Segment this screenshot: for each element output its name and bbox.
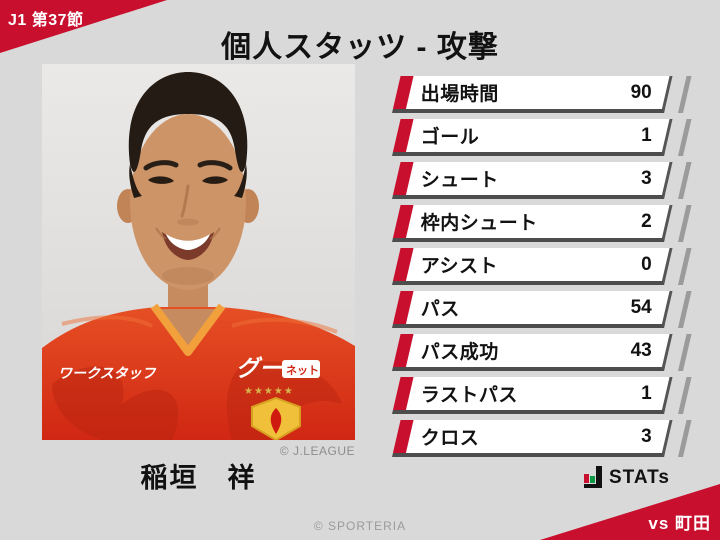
stat-bar: ゴール 1 (392, 119, 673, 156)
jersey-stars: ★★★★★ (244, 386, 294, 397)
stat-bar: 出場時間 90 (392, 76, 673, 113)
stat-bar: パス 54 (392, 291, 673, 328)
jersey-sponsor-right-sub: ネット (286, 364, 319, 377)
stats-list: 出場時間 90 ゴール 1 シュート 3 枠内 (392, 76, 692, 457)
stat-label: ラストパス (420, 385, 518, 406)
stat-slash-mark (678, 205, 692, 242)
player-photo: ワークスタッフ グー ネット ★★★★★ (42, 64, 355, 442)
page-title: 個人スタッツ - 攻撃 (221, 31, 499, 64)
stat-label: 枠内シュート (420, 213, 538, 234)
footer-credit: © SPORTERIA (313, 519, 407, 533)
stat-row: パス成功 43 (392, 334, 692, 371)
stat-bar: アシスト 0 (392, 248, 673, 285)
stats-logo-icon (584, 466, 602, 488)
stat-bar: パス成功 43 (392, 334, 673, 371)
stat-value: 1 (641, 382, 652, 404)
stat-label: ゴール (420, 127, 480, 148)
stat-value: 1 (641, 124, 652, 146)
photo-credit: © J.LEAGUE (279, 444, 355, 458)
player-face (130, 114, 246, 290)
stat-row: 枠内シュート 2 (392, 205, 692, 242)
stat-content: クロス 3 (397, 420, 666, 453)
jersey-sponsor-left: ワークスタッフ (58, 365, 157, 381)
stat-row: 出場時間 90 (392, 76, 692, 113)
player-photo-illustration: ワークスタッフ グー ネット ★★★★★ (42, 64, 355, 442)
stat-content: 枠内シュート 2 (397, 205, 666, 238)
stat-row: パス 54 (392, 291, 692, 328)
player-name: 稲垣 祥 (140, 463, 257, 493)
player-hair (128, 72, 248, 172)
stats-logo: STATs (584, 466, 670, 489)
stat-content: シュート 3 (397, 162, 666, 195)
stat-slash-mark (678, 334, 692, 371)
stat-value: 54 (630, 296, 652, 318)
stat-row: クロス 3 (392, 420, 692, 457)
stats-logo-text: STATs (609, 467, 670, 488)
stat-content: パス 54 (397, 291, 666, 324)
stat-slash-mark (678, 76, 692, 113)
stat-slash-mark (678, 119, 692, 156)
stat-slash-mark (678, 291, 692, 328)
stat-content: 出場時間 90 (397, 76, 666, 109)
stat-content: ゴール 1 (397, 119, 666, 152)
stat-label: アシスト (420, 256, 498, 277)
stat-value: 3 (641, 167, 652, 189)
league-round-label: J1 第37節 (8, 12, 84, 29)
stat-value: 3 (641, 425, 652, 447)
stat-bar: ラストパス 1 (392, 377, 673, 414)
stat-bar: クロス 3 (392, 420, 673, 457)
stat-bar: シュート 3 (392, 162, 673, 199)
stat-slash-mark (678, 420, 692, 457)
stat-content: パス成功 43 (397, 334, 666, 367)
jersey-sponsor-right-main: グー (236, 355, 283, 381)
stat-bar: 枠内シュート 2 (392, 205, 673, 242)
stat-label: シュート (420, 170, 499, 191)
stat-value: 0 (641, 253, 652, 275)
stat-label: パス成功 (420, 342, 499, 363)
stat-slash-mark (678, 162, 692, 199)
stat-slash-mark (678, 248, 692, 285)
club-crest (251, 396, 301, 442)
stat-label: クロス (420, 428, 480, 449)
stat-label: パス (420, 299, 460, 320)
stat-value: 43 (630, 339, 652, 361)
stat-row: アシスト 0 (392, 248, 692, 285)
stat-value: 90 (630, 81, 652, 103)
stat-label: 出場時間 (420, 84, 499, 105)
stat-value: 2 (641, 210, 652, 232)
stat-content: ラストパス 1 (397, 377, 666, 410)
stat-row: ゴール 1 (392, 119, 692, 156)
stat-content: アシスト 0 (397, 248, 666, 281)
opponent-label: vs 町田 (648, 514, 711, 533)
stat-slash-mark (678, 377, 692, 414)
stat-row: シュート 3 (392, 162, 692, 199)
stat-row: ラストパス 1 (392, 377, 692, 414)
